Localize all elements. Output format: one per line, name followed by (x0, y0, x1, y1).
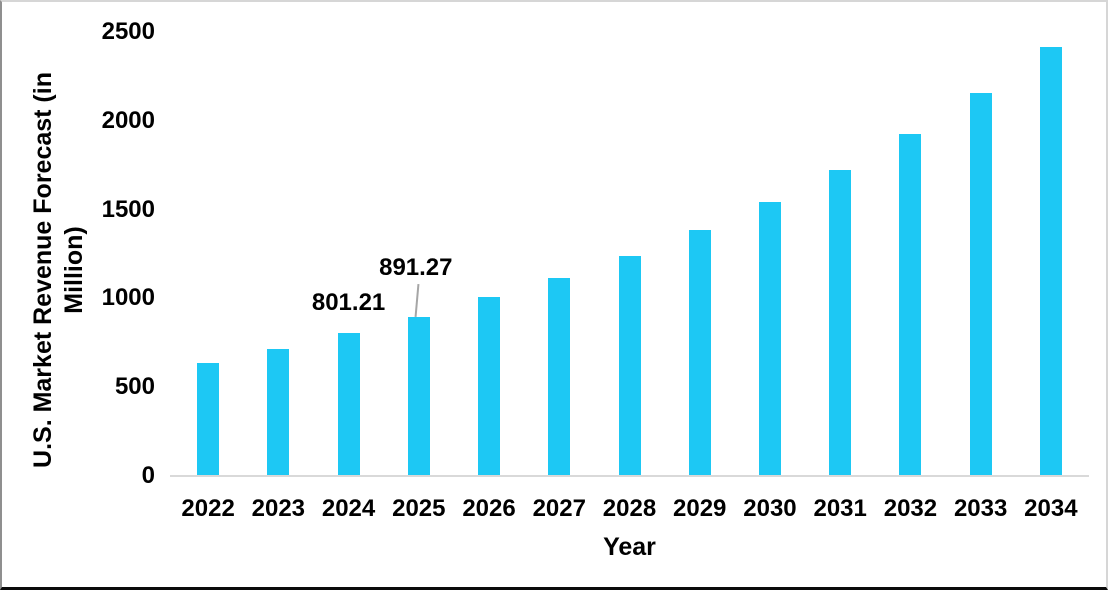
bar-2025 (407, 316, 430, 475)
x-tick-label-2026: 2026 (462, 495, 516, 522)
x-tick-label-2030: 2030 (743, 495, 797, 522)
y-tick-label-1500: 1500 (101, 195, 155, 223)
y-tick-label-0: 0 (141, 462, 155, 489)
bar-2032 (899, 134, 922, 475)
x-tick-label-2028: 2028 (602, 495, 657, 522)
bar-2023 (267, 348, 290, 475)
x-tick-label-2024: 2024 (321, 495, 376, 522)
x-tick-label-2033: 2033 (953, 495, 1008, 522)
bar-2034 (1039, 46, 1062, 475)
bar-2027 (548, 277, 571, 475)
x-tick-label-2031: 2031 (813, 495, 867, 522)
x-tick-label-2027: 2027 (532, 495, 586, 522)
data-label-2024: 801.21 (311, 288, 386, 316)
x-tick-label-2032: 2032 (883, 495, 938, 522)
bar-2031 (829, 169, 852, 475)
data-label-2025: 891.27 (379, 253, 453, 281)
bar-2024 (337, 332, 360, 475)
bar-2026 (478, 297, 501, 475)
x-tick-label-2022: 2022 (181, 495, 235, 522)
y-tick-label-2500: 2500 (101, 18, 155, 45)
x-axis-title: Year (603, 533, 656, 561)
x-tick-label-2023: 2023 (251, 495, 306, 522)
bar-2022 (197, 363, 220, 475)
x-tick-label-2029: 2029 (673, 495, 727, 522)
y-tick-label-500: 500 (114, 373, 155, 401)
x-tick-label-2034: 2034 (1024, 495, 1078, 522)
x-axis-line (170, 475, 1089, 477)
bar-2030 (758, 201, 781, 475)
y-tick-label-1000: 1000 (101, 284, 155, 312)
bar-2029 (688, 229, 711, 475)
bar-2033 (969, 93, 992, 475)
y-tick-label-2000: 2000 (101, 106, 155, 134)
plot-area (173, 31, 1086, 475)
bar-2028 (618, 255, 641, 475)
x-tick-label-2025: 2025 (392, 495, 446, 522)
